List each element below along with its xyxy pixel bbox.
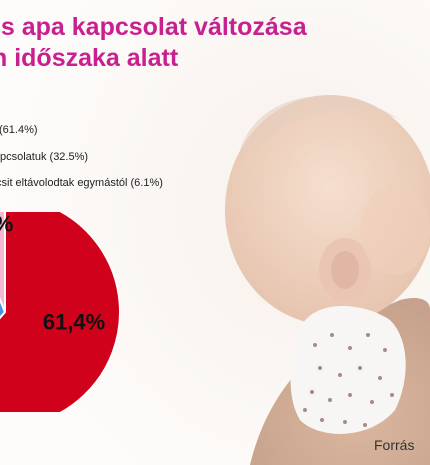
title-line-1: és apa kapcsolat változása bbox=[0, 13, 307, 41]
slice-6-1 bbox=[0, 212, 6, 313]
data-label-6-1: 6,1% bbox=[0, 212, 13, 236]
slice-61-4 bbox=[0, 212, 121, 412]
title-line-2: n időszaka alatt bbox=[0, 44, 179, 72]
pie-chart: 61,4%%6,1% bbox=[0, 212, 121, 412]
legend-item-3: csit eltávolodtak egymástól (6.1%) bbox=[0, 177, 163, 189]
legend-item-2: pcsolatuk (32.5%) bbox=[0, 151, 89, 163]
data-label-61-4: 61,4% bbox=[43, 309, 105, 334]
source-label: Forrás bbox=[374, 437, 415, 453]
legend-item-1: (61.4%) bbox=[0, 124, 38, 136]
